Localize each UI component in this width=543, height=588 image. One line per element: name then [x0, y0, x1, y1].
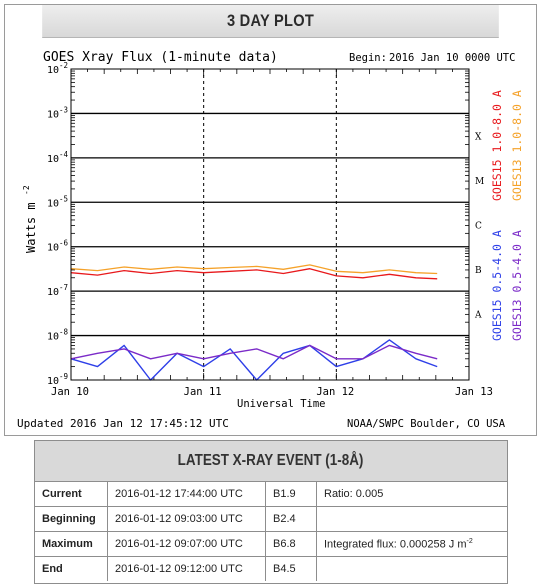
event-label: Current — [35, 482, 108, 507]
y-tick-label: 10 -5 — [47, 194, 68, 209]
x-tick-label: Jan 11 — [184, 386, 222, 398]
event-row: Current 2016-01-12 17:44:00 UTC B1.9 Ratio:… — [35, 482, 507, 507]
y-tick-label: 10 -7 — [47, 283, 68, 298]
event-class: B4.5 — [265, 556, 317, 581]
event-extra-text: Ratio: 0.005 — [324, 488, 384, 500]
x-tick-label: Jan 10 — [51, 386, 89, 398]
series-line — [70, 268, 438, 280]
plot-frame — [70, 68, 470, 381]
y-axis-label: Watts m — [24, 202, 38, 253]
event-class: B6.8 — [265, 531, 317, 557]
event-time-text: 2016-01-12 09:03:00 UTC — [115, 513, 243, 525]
flare-class-label: X — [475, 133, 482, 143]
event-label: Beginning — [35, 506, 108, 532]
event-extra-text: Integrated flux: 0.000258 J m — [324, 538, 467, 551]
y-tick-exp: -3 — [59, 105, 68, 114]
series-line — [70, 264, 438, 275]
y-axis-title: Watts m -2 — [22, 185, 38, 253]
event-label: End — [35, 556, 108, 581]
event-time-text: 2016-01-12 17:44:00 UTC — [115, 488, 243, 500]
event-row: End 2016-01-12 09:12:00 UTC B4.5 — [35, 556, 507, 581]
event-time: 2016-01-12 09:07:00 UTC — [107, 531, 266, 557]
y-tick-exp: -9 — [59, 372, 68, 381]
y-tick-base: 10 — [47, 109, 59, 120]
event-row: Maximum 2016-01-12 09:07:00 UTC B6.8 Integr… — [35, 531, 507, 557]
credit-text: NOAA/SWPC Boulder, CO USA — [347, 418, 506, 430]
event-class-text: B2.4 — [273, 513, 296, 525]
x-tick-label: Jan 13 — [455, 386, 493, 398]
event-title-text: LATEST X-RAY EVENT (1-8Å) — [178, 452, 364, 469]
event-class: B1.9 — [265, 482, 317, 507]
event-time-text: 2016-01-12 09:12:00 UTC — [115, 563, 243, 575]
x-axis-label: Universal Time — [237, 398, 326, 410]
legend-label: GOES13 0.5-4.0 A — [510, 230, 524, 341]
y-tick-base: 10 — [47, 287, 59, 298]
legend-entry: GOES15 1.0-8.0 A — [490, 90, 504, 201]
event-label-text: Maximum — [42, 538, 93, 550]
flare-class-label: M — [475, 177, 484, 187]
event-extra-exp: -2 — [466, 537, 473, 545]
event-extra: Integrated flux: 0.000258 J m-2 — [316, 531, 507, 557]
legend-entry: GOES13 1.0-8.0 A — [510, 90, 524, 201]
event-class-text: B6.8 — [273, 538, 296, 550]
y-tick-base: 10 — [47, 154, 59, 165]
updated-text: Updated 2016 Jan 12 17:45:12 UTC — [17, 417, 229, 430]
event-extra — [316, 506, 507, 532]
latest-xray-event-panel: LATEST X-RAY EVENT (1-8Å) Current 2016-01… — [34, 440, 508, 584]
event-time: 2016-01-12 09:03:00 UTC — [107, 506, 266, 532]
flare-class-label: C — [475, 222, 482, 232]
y-tick-exp: -2 — [59, 61, 68, 70]
y-tick-base: 10 — [47, 65, 59, 76]
y-tick-exp: -5 — [59, 194, 68, 203]
event-label-text: Current — [42, 488, 82, 500]
y-tick-base: 10 — [47, 332, 59, 343]
y-tick-label: 10 -8 — [47, 328, 69, 343]
y-tick-base: 10 — [47, 376, 59, 387]
y-tick-base: 10 — [47, 198, 59, 209]
event-extra: Ratio: 0.005 — [316, 482, 507, 507]
flare-class-label: B — [475, 266, 482, 276]
legend-label: GOES13 1.0-8.0 A — [510, 90, 524, 201]
legend-label: GOES15 1.0-8.0 A — [490, 90, 504, 201]
event-label: Maximum — [35, 531, 108, 557]
chart-title: GOES Xray Flux (1-minute data) — [43, 50, 278, 65]
y-tick-label: 10 -3 — [47, 105, 68, 120]
y-tick-label: 10 -4 — [47, 150, 69, 165]
y-tick-exp: -7 — [59, 283, 68, 292]
panel-title: 3 DAY PLOT — [42, 5, 499, 38]
y-tick-label: 10 -9 — [47, 372, 68, 387]
event-class-text: B1.9 — [273, 488, 296, 500]
event-label-text: Beginning — [42, 513, 96, 525]
x-tick-label: Jan 12 — [316, 386, 354, 398]
y-tick-exp: -4 — [59, 150, 69, 159]
event-class-text: B4.5 — [273, 563, 296, 575]
event-row: Beginning 2016-01-12 09:03:00 UTC B2.4 — [35, 506, 507, 532]
y-tick-label: 10 -2 — [47, 61, 68, 76]
event-time: 2016-01-12 17:44:00 UTC — [107, 482, 266, 507]
series-line — [70, 344, 438, 360]
y-tick-base: 10 — [47, 243, 59, 254]
event-time-text: 2016-01-12 09:07:00 UTC — [115, 538, 243, 550]
legend-label: GOES15 0.5-4.0 A — [490, 230, 504, 341]
begin-value: 2016 Jan 10 0000 UTC — [389, 52, 515, 64]
y-axis-label-exp: -2 — [22, 185, 31, 195]
y-tick-exp: -8 — [59, 328, 69, 337]
y-tick-exp: -6 — [59, 239, 69, 248]
event-time: 2016-01-12 09:12:00 UTC — [107, 556, 266, 581]
event-extra — [316, 556, 507, 581]
event-table: Current 2016-01-12 17:44:00 UTC B1.9 Ratio:… — [35, 482, 507, 581]
event-title: LATEST X-RAY EVENT (1-8Å) — [35, 441, 507, 482]
begin-label: Begin: — [349, 52, 387, 64]
event-label-text: End — [42, 563, 63, 575]
y-tick-label: 10 -6 — [47, 239, 69, 254]
legend-entry: GOES15 0.5-4.0 A — [490, 230, 504, 341]
event-class: B2.4 — [265, 506, 317, 532]
plot-panel: 3 DAY PLOT 10 -9 10 -8 10 -7 10 -6 10 -5 10 -4 10 -3 1… — [4, 4, 537, 436]
flare-class-label: A — [474, 310, 482, 320]
legend-entry: GOES13 0.5-4.0 A — [510, 230, 524, 341]
